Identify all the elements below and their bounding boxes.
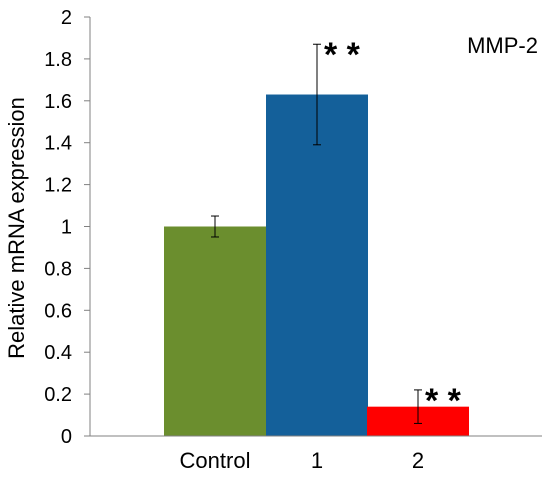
chart-annotation: MMP-2	[467, 33, 538, 58]
y-tick-label: 0.6	[44, 300, 72, 322]
y-tick-label: 1	[61, 217, 72, 239]
y-tick-label: 1.8	[44, 49, 72, 71]
y-axis-ticks: 0 0.2 0.4 0.6 0.8 1 1.2 1.4 1.6 1.8 2	[44, 7, 90, 448]
y-tick-label: 0.2	[44, 384, 72, 406]
bar-0	[164, 226, 266, 436]
x-category-label: 2	[412, 448, 424, 473]
y-tick-label: 0.8	[44, 258, 72, 280]
y-tick-label: 0.4	[44, 342, 72, 364]
significance-marker-1: * *	[324, 36, 361, 74]
y-tick-label: 1.2	[44, 175, 72, 197]
significance-marker-2: * *	[425, 382, 462, 420]
y-tick-label: 1.4	[44, 133, 72, 155]
bar-1	[266, 94, 368, 436]
x-category-label: Control	[180, 448, 251, 473]
x-axis-categories: Control 1 2	[180, 448, 425, 473]
y-axis-label: Relative mRNA expression	[4, 97, 29, 359]
bars	[164, 94, 469, 436]
significance-markers: * * * *	[324, 36, 462, 420]
y-tick-label: 0	[61, 426, 72, 448]
y-tick-label: 1.6	[44, 91, 72, 113]
x-category-label: 1	[311, 448, 323, 473]
error-bars	[211, 43, 422, 424]
y-tick-label: 2	[61, 7, 72, 29]
